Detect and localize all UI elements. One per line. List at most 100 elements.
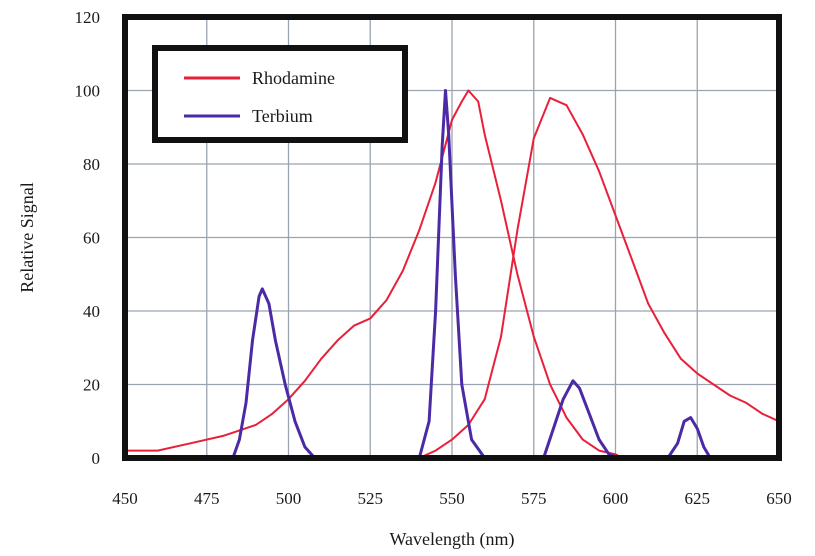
data-point-rhodamine [320, 357, 323, 360]
data-point-terbium [696, 427, 699, 430]
data-point-terbium [294, 420, 296, 423]
data-point-rhodamine [353, 324, 355, 327]
data-point-rhodamine [156, 449, 159, 452]
data-point-rhodamine [477, 100, 480, 103]
x-tick-label: 475 [194, 489, 220, 508]
x-tick-label: 525 [358, 489, 384, 508]
data-point-rhodamine [647, 302, 650, 305]
data-point-rhodamine [254, 424, 257, 426]
data-point-terbium [304, 446, 306, 448]
x-tick-label: 650 [766, 489, 792, 508]
data-point-rhodamine [500, 199, 502, 202]
data-point-rhodamine [369, 317, 372, 320]
data-point-terbium [588, 413, 591, 415]
legend: Rhodamine Terbium [152, 45, 408, 143]
data-point-terbium [598, 438, 600, 441]
data-point-rhodamine [729, 394, 731, 397]
tick-labels: 450 475 500 525 550 575 600 625 650 0 20 40 60 80 100 1… [75, 8, 792, 508]
data-point-rhodamine [189, 442, 192, 445]
data-point-rhodamine [434, 449, 437, 452]
x-axis-title: Wavelength (nm) [389, 529, 514, 550]
data-point-rhodamine [451, 438, 453, 441]
legend-label-terbium: Terbium [252, 106, 313, 126]
data-point-terbium [274, 339, 277, 342]
data-point-terbium [428, 420, 430, 423]
data-point-terbium [268, 302, 270, 305]
data-point-rhodamine [614, 214, 617, 217]
data-point-rhodamine [680, 357, 682, 360]
y-tick-label: 20 [83, 376, 100, 395]
x-tick-label: 575 [521, 489, 547, 508]
data-point-terbium [447, 133, 450, 136]
data-point-rhodamine [631, 258, 633, 261]
data-point-terbium [572, 379, 574, 382]
data-point-rhodamine [761, 413, 764, 415]
y-tick-label: 120 [75, 8, 101, 27]
data-point-terbium [238, 438, 241, 441]
data-point-rhodamine [614, 453, 617, 456]
data-point-rhodamine [696, 372, 699, 375]
data-point-rhodamine [271, 413, 273, 415]
data-point-terbium [608, 453, 610, 456]
data-point-rhodamine [549, 97, 551, 99]
data-point-terbium [676, 442, 679, 445]
series-line-terbium [123, 89, 781, 460]
data-point-rhodamine [434, 181, 437, 184]
data-point-rhodamine [467, 89, 470, 92]
data-point-terbium [702, 446, 705, 448]
data-point-rhodamine [516, 273, 519, 276]
data-point-rhodamine [483, 133, 486, 136]
data-point-rhodamine [581, 133, 584, 136]
data-point-rhodamine [516, 229, 519, 232]
data-point-rhodamine [565, 104, 568, 107]
data-point-terbium [261, 288, 264, 290]
data-point-terbium [434, 310, 437, 312]
data-point-rhodamine [549, 383, 551, 386]
data-point-terbium [454, 273, 457, 276]
data-point-rhodamine [402, 269, 404, 272]
y-tick-label: 100 [75, 82, 101, 101]
x-tick-label: 625 [685, 489, 711, 508]
plot-frame [122, 14, 782, 461]
data-point-terbium [258, 295, 260, 298]
data-point-rhodamine [598, 449, 600, 452]
grid [124, 16, 780, 459]
data-point-terbium [284, 383, 287, 386]
x-tick-label: 600 [603, 489, 629, 508]
series-layer [123, 89, 781, 460]
data-point-terbium [441, 144, 444, 147]
y-tick-label: 40 [83, 302, 100, 321]
data-point-rhodamine [500, 335, 502, 338]
data-point-terbium [562, 398, 565, 401]
series-line-rhodamine [124, 89, 623, 459]
data-point-rhodamine [663, 332, 666, 334]
data-point-terbium [578, 387, 581, 390]
data-point-rhodamine [565, 416, 568, 419]
data-point-terbium [689, 416, 692, 419]
y-axis-title: Relative Signal [17, 182, 37, 292]
data-point-rhodamine [532, 137, 535, 140]
data-point-rhodamine [712, 383, 715, 386]
data-point-terbium [444, 89, 447, 92]
data-point-rhodamine [598, 170, 600, 173]
data-point-rhodamine [222, 435, 225, 437]
data-point-terbium [552, 427, 555, 430]
data-point-rhodamine [336, 339, 339, 342]
x-tick-label: 500 [276, 489, 302, 508]
data-point-rhodamine [460, 100, 463, 103]
data-point-terbium [460, 383, 463, 386]
y-tick-label: 0 [92, 449, 101, 468]
x-tick-label: 550 [439, 489, 465, 508]
data-point-rhodamine [532, 335, 535, 338]
data-point-rhodamine [483, 398, 486, 401]
data-point-rhodamine [304, 379, 306, 382]
y-tick-label: 80 [83, 155, 100, 174]
data-point-terbium [251, 339, 254, 342]
data-point-terbium [683, 420, 686, 423]
data-point-rhodamine [581, 438, 584, 441]
data-point-terbium [470, 438, 473, 441]
data-point-rhodamine [745, 402, 748, 404]
data-point-rhodamine [451, 119, 453, 121]
